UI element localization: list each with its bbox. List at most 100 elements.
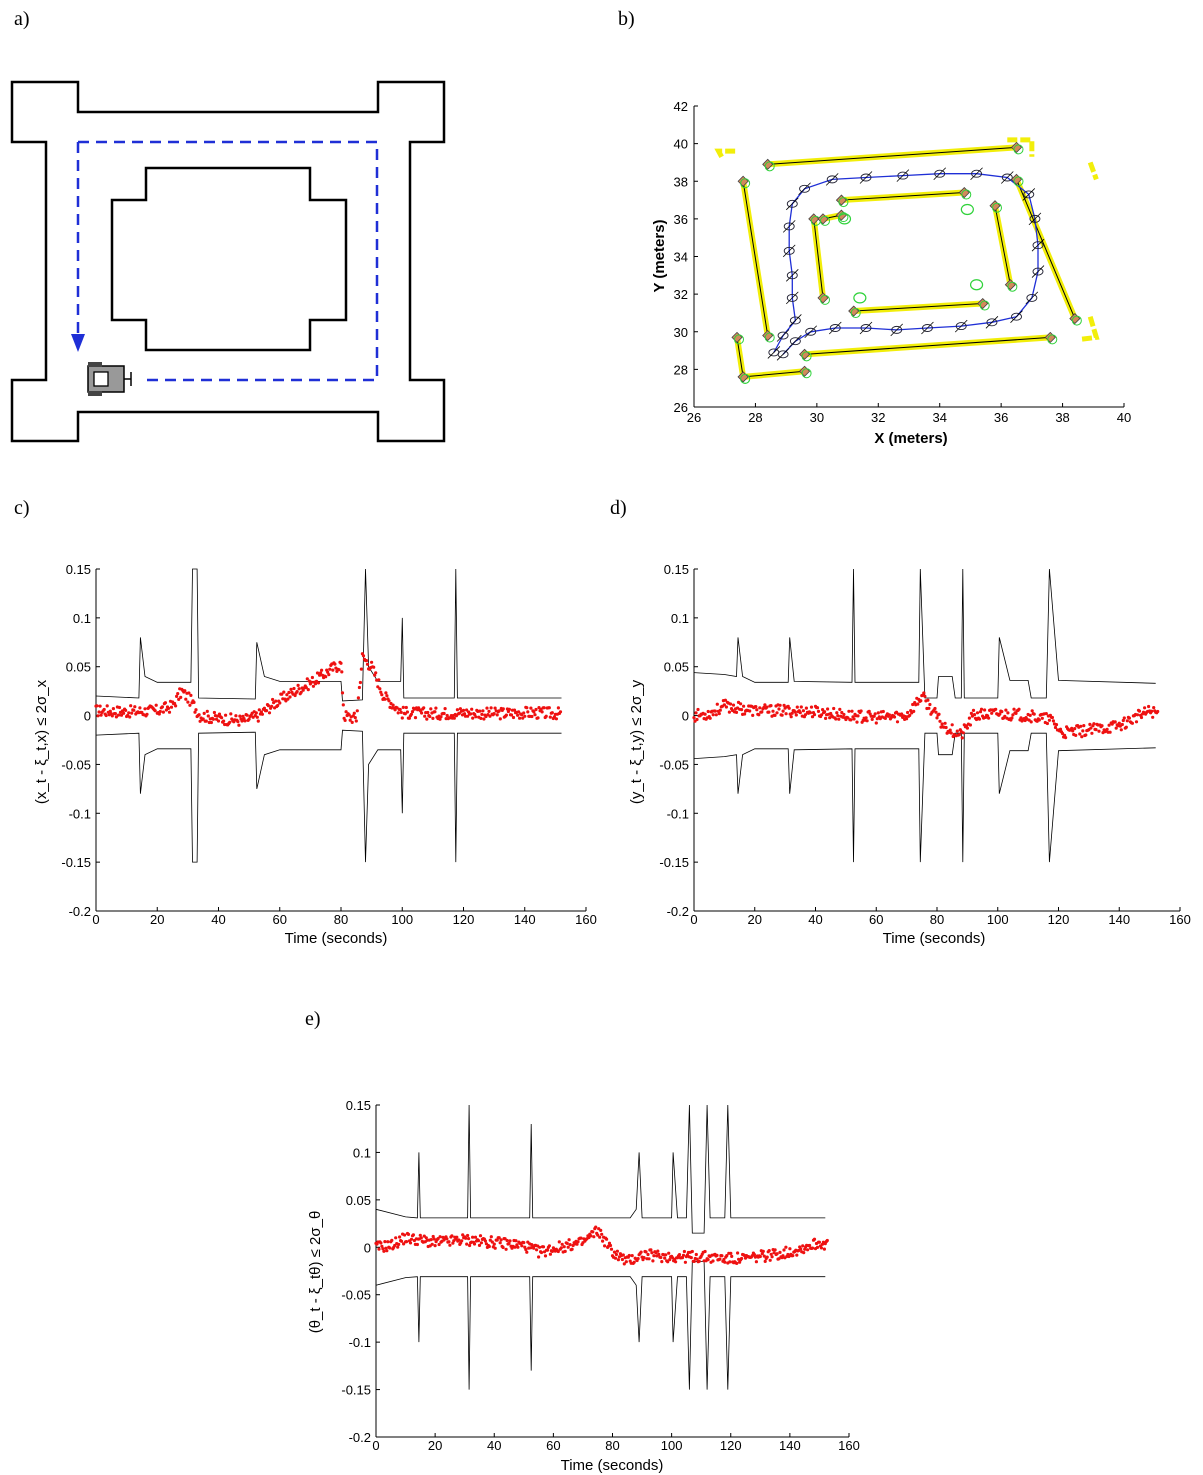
error-point [570, 1247, 574, 1251]
error-point [350, 720, 354, 725]
pose-ellipse [897, 171, 909, 180]
error-point [1010, 716, 1014, 720]
y-tick-label: -0.05 [659, 757, 689, 772]
plot-area-theta: 0 20 40 60 80 100 120 140 160 0.15 0.1 0.05 0 -0.05 -0… [341, 1098, 859, 1453]
error-point [426, 710, 430, 715]
y-tick-label: -0.15 [659, 855, 689, 870]
landmark-estimate [1071, 315, 1082, 326]
error-point [713, 709, 717, 713]
error-point [1011, 713, 1015, 717]
plot-area-x: 0 20 40 60 80 100 120 140 160 0.15 0.1 0.05 0 -0.05 -0… [61, 562, 596, 927]
error-point [270, 704, 274, 709]
error-point [1032, 712, 1036, 716]
error-point [262, 706, 266, 710]
error-point [508, 1239, 512, 1243]
pose-heading [789, 334, 802, 348]
y-tick-label: 0.15 [66, 562, 91, 577]
error-point [1122, 716, 1126, 720]
error-point [566, 1245, 570, 1249]
error-point [471, 1235, 475, 1239]
floor-plan-inner-wall [110, 166, 348, 352]
error-point [188, 703, 192, 707]
error-point [526, 710, 530, 714]
error-point [429, 1238, 433, 1242]
error-point [872, 714, 876, 718]
error-point [194, 708, 198, 712]
panel-label-b: b) [618, 8, 635, 30]
landmark-estimate [740, 178, 751, 189]
error-point [192, 700, 196, 705]
error-point [1047, 718, 1051, 722]
error-point [715, 1253, 719, 1257]
error-point [692, 716, 696, 720]
error-point [158, 709, 162, 714]
error-point [729, 1251, 733, 1255]
error-point [145, 712, 149, 716]
pose-ellipse [1029, 214, 1041, 223]
error-point [755, 708, 759, 712]
error-point [1054, 723, 1059, 727]
lower-bound-line [95, 729, 562, 863]
error-point [296, 683, 300, 688]
error-point [419, 1236, 423, 1240]
error-point [388, 1246, 392, 1250]
y-tick-label: 0 [682, 709, 689, 724]
error-point [804, 706, 809, 710]
error-point [1044, 712, 1048, 716]
error-point [552, 715, 557, 719]
error-point [1125, 719, 1129, 723]
error-point [819, 1246, 824, 1250]
error-point [466, 1233, 470, 1238]
error-point [537, 1255, 541, 1259]
error-point [447, 1240, 451, 1244]
error-point [1019, 716, 1023, 720]
pose-heading [954, 319, 968, 333]
landmark-estimate [1013, 144, 1024, 155]
pose-heading [789, 314, 802, 327]
error-point [1082, 724, 1086, 728]
error-point [695, 717, 699, 722]
error-point [972, 713, 977, 717]
error-point [798, 711, 802, 715]
pose-heading [1031, 238, 1045, 252]
error-point [622, 1262, 626, 1266]
error-point [520, 1244, 524, 1248]
error-point [133, 705, 137, 709]
error-point [1156, 709, 1160, 714]
landmark-estimate [1013, 176, 1024, 187]
y-tick-label: 40 [674, 137, 688, 152]
error-point [431, 1234, 435, 1239]
lower-bound-line [375, 1261, 826, 1390]
error-point [105, 704, 109, 708]
error-point [495, 713, 499, 717]
error-point [359, 667, 363, 671]
error-point [847, 709, 851, 713]
error-point [782, 1248, 786, 1252]
landmark-estimate [961, 189, 972, 200]
error-point [381, 1247, 385, 1251]
error-point [663, 1256, 667, 1260]
error-point [548, 715, 552, 719]
x-tick-label: 80 [334, 912, 348, 927]
error-point [490, 1240, 494, 1244]
y-tick-label: 0.05 [66, 660, 91, 675]
error-point [457, 711, 461, 715]
error-point [810, 1246, 815, 1250]
error-point [411, 1233, 415, 1237]
error-point [425, 717, 429, 721]
error-point [948, 728, 952, 732]
error-point [501, 1245, 505, 1250]
x-axis-label: Time (seconds) [883, 930, 986, 947]
error-point [870, 717, 874, 722]
error-point [652, 1254, 656, 1258]
error-point [202, 711, 206, 716]
error-point [525, 706, 529, 710]
error-point [175, 694, 179, 699]
error-point [965, 726, 970, 730]
error-point [916, 702, 920, 706]
error-point [229, 712, 233, 716]
x-tick-label: 40 [1117, 410, 1131, 425]
error-point [1045, 721, 1049, 726]
error-point [787, 706, 791, 710]
error-point [517, 710, 521, 714]
